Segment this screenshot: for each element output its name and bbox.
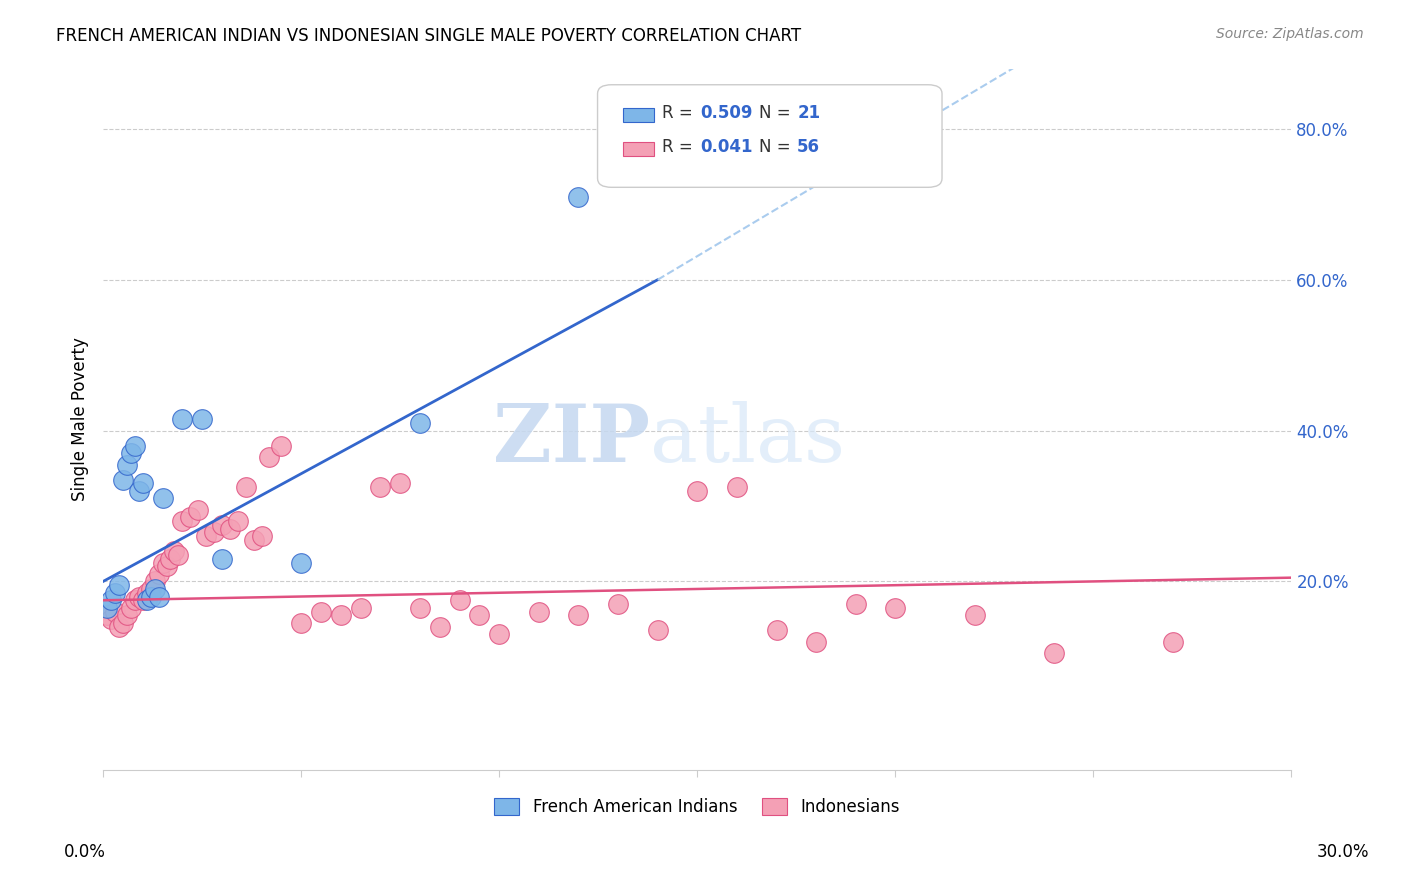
- French American Indians: [108, 578, 131, 592]
- Text: FRENCH AMERICAN INDIAN VS INDONESIAN SINGLE MALE POVERTY CORRELATION CHART: FRENCH AMERICAN INDIAN VS INDONESIAN SIN…: [56, 27, 801, 45]
- Text: ZIP: ZIP: [492, 401, 650, 479]
- Text: R =: R =: [662, 104, 699, 122]
- Indonesians: [647, 624, 669, 638]
- French American Indians: [152, 491, 174, 506]
- Indonesians: [159, 551, 181, 566]
- Indonesians: [242, 533, 264, 547]
- Indonesians: [163, 544, 186, 558]
- Text: 56: 56: [797, 138, 820, 156]
- French American Indians: [409, 416, 432, 430]
- Indonesians: [468, 608, 491, 623]
- Text: R =: R =: [662, 138, 699, 156]
- French American Indians: [290, 556, 312, 570]
- Indonesians: [963, 608, 986, 623]
- Indonesians: [202, 525, 225, 540]
- French American Indians: [191, 412, 214, 426]
- Text: N =: N =: [759, 138, 796, 156]
- French American Indians: [148, 590, 170, 604]
- Indonesians: [567, 608, 589, 623]
- French American Indians: [124, 439, 146, 453]
- French American Indians: [128, 483, 150, 498]
- French American Indians: [143, 582, 166, 596]
- French American Indians: [172, 412, 194, 426]
- French American Indians: [211, 551, 233, 566]
- Indonesians: [120, 600, 142, 615]
- French American Indians: [115, 458, 138, 472]
- Text: 0.509: 0.509: [700, 104, 752, 122]
- Indonesians: [370, 480, 392, 494]
- Indonesians: [270, 439, 292, 453]
- Indonesians: [128, 590, 150, 604]
- French American Indians: [135, 593, 157, 607]
- Indonesians: [139, 582, 162, 596]
- French American Indians: [96, 600, 118, 615]
- Indonesians: [235, 480, 257, 494]
- Indonesians: [884, 600, 907, 615]
- Text: 0.041: 0.041: [700, 138, 752, 156]
- Indonesians: [226, 514, 249, 528]
- French American Indians: [567, 190, 589, 204]
- Indonesians: [527, 605, 550, 619]
- Indonesians: [1042, 646, 1064, 660]
- Indonesians: [389, 476, 412, 491]
- Indonesians: [152, 556, 174, 570]
- Indonesians: [409, 600, 432, 615]
- Indonesians: [155, 559, 177, 574]
- Indonesians: [309, 605, 332, 619]
- Text: 21: 21: [797, 104, 820, 122]
- Indonesians: [96, 608, 118, 623]
- Indonesians: [195, 529, 218, 543]
- Indonesians: [219, 522, 242, 536]
- Indonesians: [429, 620, 451, 634]
- Indonesians: [124, 593, 146, 607]
- Text: 30.0%: 30.0%: [1316, 843, 1369, 861]
- Indonesians: [259, 450, 281, 464]
- Indonesians: [132, 593, 155, 607]
- Indonesians: [111, 615, 134, 630]
- Text: Source: ZipAtlas.com: Source: ZipAtlas.com: [1216, 27, 1364, 41]
- Indonesians: [148, 566, 170, 581]
- Indonesians: [250, 529, 273, 543]
- Indonesians: [167, 548, 190, 562]
- Indonesians: [845, 597, 868, 611]
- Text: 0.0%: 0.0%: [63, 843, 105, 861]
- Legend: French American Indians, Indonesians: French American Indians, Indonesians: [486, 790, 908, 825]
- French American Indians: [104, 586, 127, 600]
- Text: atlas: atlas: [650, 401, 845, 479]
- Indonesians: [449, 593, 471, 607]
- Indonesians: [329, 608, 352, 623]
- French American Indians: [139, 590, 162, 604]
- Indonesians: [179, 510, 201, 524]
- Indonesians: [211, 517, 233, 532]
- Indonesians: [607, 597, 630, 611]
- Indonesians: [100, 612, 122, 626]
- Indonesians: [349, 600, 371, 615]
- Text: N =: N =: [759, 104, 796, 122]
- Indonesians: [725, 480, 748, 494]
- Indonesians: [143, 574, 166, 589]
- Indonesians: [1161, 634, 1184, 648]
- Indonesians: [135, 586, 157, 600]
- French American Indians: [132, 476, 155, 491]
- Indonesians: [765, 624, 787, 638]
- Indonesians: [290, 615, 312, 630]
- Indonesians: [804, 634, 827, 648]
- Indonesians: [187, 502, 209, 516]
- French American Indians: [100, 593, 122, 607]
- Indonesians: [488, 627, 510, 641]
- Indonesians: [115, 608, 138, 623]
- Indonesians: [104, 605, 127, 619]
- French American Indians: [120, 446, 142, 460]
- French American Indians: [111, 473, 134, 487]
- Indonesians: [108, 620, 131, 634]
- Indonesians: [686, 483, 709, 498]
- Y-axis label: Single Male Poverty: Single Male Poverty: [72, 337, 89, 501]
- Indonesians: [172, 514, 194, 528]
